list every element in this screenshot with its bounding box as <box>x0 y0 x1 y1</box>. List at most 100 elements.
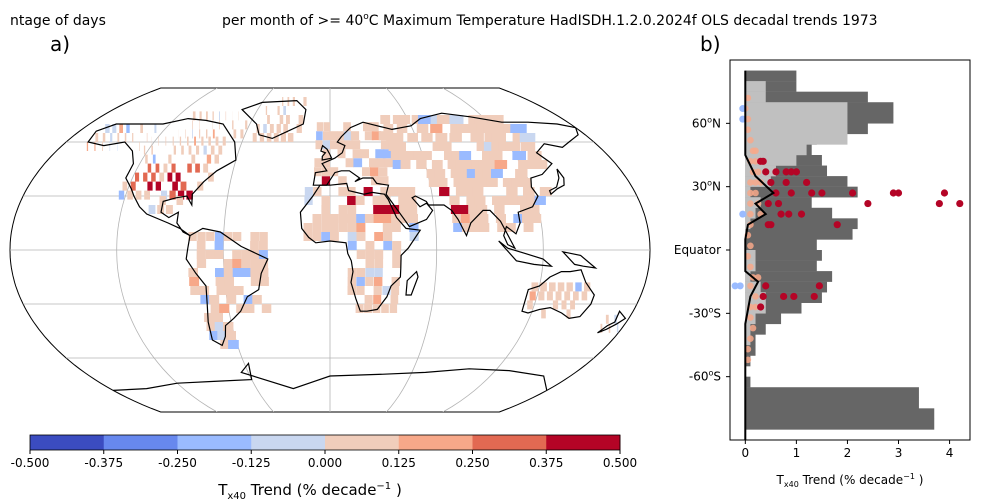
trend-cell <box>347 214 357 223</box>
trend-cell <box>426 169 437 178</box>
trend-cell <box>350 131 360 141</box>
trend-point-negative <box>739 210 747 218</box>
trend-cell <box>206 129 208 139</box>
colorbar-segment <box>30 435 105 450</box>
land-fraction-bar <box>745 228 853 240</box>
trend-cell <box>616 323 619 333</box>
trend-cell <box>223 268 234 277</box>
trend-cell <box>497 223 507 232</box>
trend-cell <box>392 160 403 169</box>
trend-cell <box>386 133 396 142</box>
trend-cell <box>444 151 456 160</box>
trend-cell <box>157 205 165 214</box>
trend-cell <box>222 136 226 146</box>
trend-cell <box>344 140 353 150</box>
trend-cell <box>165 136 167 146</box>
trend-cell <box>277 106 280 115</box>
trend-cell <box>472 187 484 196</box>
trend-cell <box>259 232 268 241</box>
trend-cell <box>450 205 461 214</box>
zonal-xtick-label: 2 <box>844 446 852 460</box>
trend-point-negative <box>736 282 744 290</box>
trend-cell <box>169 190 176 200</box>
trend-cell <box>513 214 524 223</box>
trend-cell <box>380 140 391 150</box>
trend-cell <box>259 133 265 142</box>
trend-cell <box>124 133 127 142</box>
trend-cell <box>187 136 189 146</box>
trend-cell <box>286 115 290 124</box>
trend-cell <box>283 106 286 115</box>
trend-cell <box>526 196 538 205</box>
trend-cell <box>312 214 322 223</box>
trend-cell <box>365 277 374 286</box>
trend-cell <box>365 268 374 277</box>
trend-point-large <box>808 189 816 197</box>
trend-cell <box>347 277 357 286</box>
trend-cell <box>479 223 490 232</box>
trend-point-small <box>752 189 759 197</box>
trend-cell <box>199 129 201 139</box>
trend-cell <box>600 323 603 333</box>
trend-cell <box>219 120 220 130</box>
trend-point-small <box>747 210 754 218</box>
trend-cell <box>212 313 223 322</box>
trend-point-small <box>747 136 754 144</box>
trend-cell <box>527 151 542 160</box>
trend-cell <box>517 196 529 205</box>
trend-cell <box>172 136 174 146</box>
trend-cell <box>140 124 143 133</box>
trend-point-small <box>747 335 754 342</box>
trend-cell <box>155 181 161 191</box>
trend-cell <box>171 163 176 173</box>
trend-cell <box>314 158 322 168</box>
trend-cell <box>276 124 281 133</box>
colorbar-segment <box>103 435 178 450</box>
trend-point-small <box>747 179 754 186</box>
trend-cell <box>181 145 184 155</box>
trend-cell <box>470 133 484 142</box>
trend-cell <box>273 133 279 142</box>
trend-cell <box>355 196 365 205</box>
trend-point-large <box>780 292 788 301</box>
trend-cell <box>486 160 499 169</box>
land-north-america <box>87 117 237 237</box>
trend-point-large <box>818 189 826 197</box>
trend-cell <box>323 122 330 132</box>
land-fraction-bar <box>745 176 848 187</box>
trend-cell <box>219 304 230 313</box>
colorbar-segment <box>398 435 473 450</box>
trend-cell <box>566 309 571 319</box>
trend-cell <box>439 142 452 151</box>
trend-cell <box>322 140 330 150</box>
trend-cell <box>353 158 363 168</box>
trend-cell <box>375 149 385 159</box>
trend-cell <box>105 124 110 133</box>
trend-cell <box>546 291 553 301</box>
land-fraction-bar <box>745 302 802 314</box>
trend-point-large <box>764 221 772 229</box>
trend-cell <box>372 304 381 313</box>
trend-cell <box>118 190 125 200</box>
trend-cell <box>259 277 269 286</box>
trend-cell <box>381 196 391 205</box>
trend-cell <box>581 291 588 301</box>
trend-cell <box>482 169 495 178</box>
land-fraction-bar <box>745 313 782 325</box>
trend-cell <box>223 259 233 268</box>
land-africa <box>299 182 422 312</box>
trend-cell <box>159 172 165 182</box>
coverage-bar <box>745 271 751 282</box>
trend-cell <box>199 286 210 295</box>
trend-cell <box>370 167 380 177</box>
trend-cell <box>509 196 520 205</box>
trend-cell <box>449 133 462 142</box>
trend-cell <box>523 187 535 196</box>
trend-point-large <box>762 282 770 290</box>
trend-cell <box>225 111 227 121</box>
trend-cell <box>494 205 505 214</box>
trend-cell <box>374 268 383 277</box>
trend-cell <box>241 250 251 259</box>
trend-cell <box>522 214 533 223</box>
trend-point-small <box>747 189 754 197</box>
